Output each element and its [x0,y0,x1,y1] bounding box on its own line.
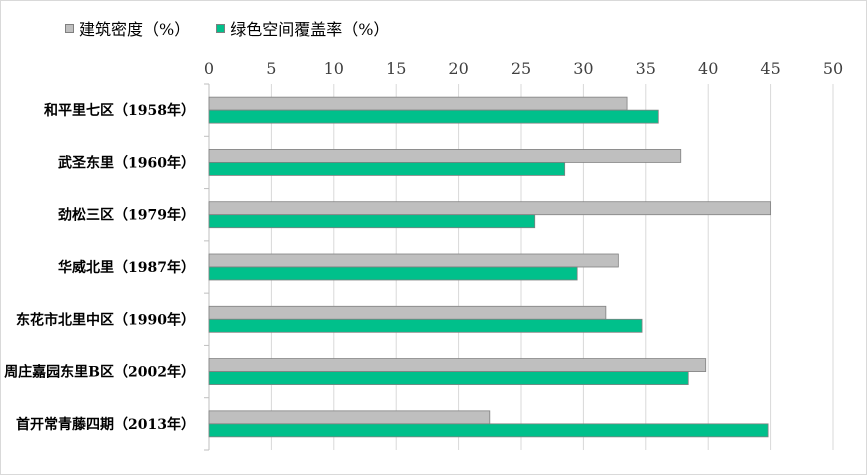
bar-series1-cat6 [208,358,707,372]
bar-series1-cat1 [208,96,628,111]
x-tick-label-35: 35 [636,59,656,78]
category-label-4: 华威北里（1987年） [58,259,195,276]
legend-swatch-building-density [65,23,74,33]
legend-item-green-coverage: 绿色空间覆盖率（%） [216,16,389,40]
category-label-2: 武圣东里（1960年） [58,154,195,171]
bar-series1-cat4 [208,253,619,268]
x-tick-label-45: 45 [760,59,780,78]
legend-label-building-density: 建筑密度（%） [79,20,191,39]
x-tick-label-0: 0 [204,59,214,78]
bar-series1-cat5 [208,305,607,320]
legend-label-green-coverage: 绿色空间覆盖率（%） [230,20,390,39]
bar-series2-cat4 [208,266,578,281]
bar-series1-cat3 [208,201,771,216]
bar-series1-cat7 [208,410,491,425]
category-label-6: 周庄嘉园东里B区（2002年） [4,364,195,381]
bar-series2-cat2 [208,162,566,176]
bar-series2-cat1 [208,109,659,124]
category-label-5: 东花市北里中区（1990年） [16,311,195,328]
legend-item-building-density: 建筑密度（%） [65,16,190,40]
category-label-3: 劲松三区（1979年） [57,207,195,224]
bar-series2-cat7 [208,423,769,438]
category-label-1: 和平里七区（1958年） [44,102,195,119]
x-tick-label-40: 40 [698,59,718,78]
category-label-7: 首开常青藤四期（2013年） [16,416,195,433]
bar-series2-cat3 [208,214,536,229]
x-tick-label-50: 50 [823,59,843,78]
x-tick-label-15: 15 [386,59,406,78]
x-tick-label-10: 10 [324,59,344,78]
x-tick-label-5: 5 [266,59,276,78]
x-tick-label-20: 20 [448,59,468,78]
bar-series2-cat6 [208,371,689,385]
x-tick-label-30: 30 [573,59,593,78]
bar-series1-cat2 [208,149,682,163]
legend: 建筑密度（%） 绿色空间覆盖率（%） [65,15,415,41]
bar-series2-cat5 [208,318,643,333]
legend-swatch-green-coverage [216,23,226,33]
x-tick-label-25: 25 [511,59,531,78]
